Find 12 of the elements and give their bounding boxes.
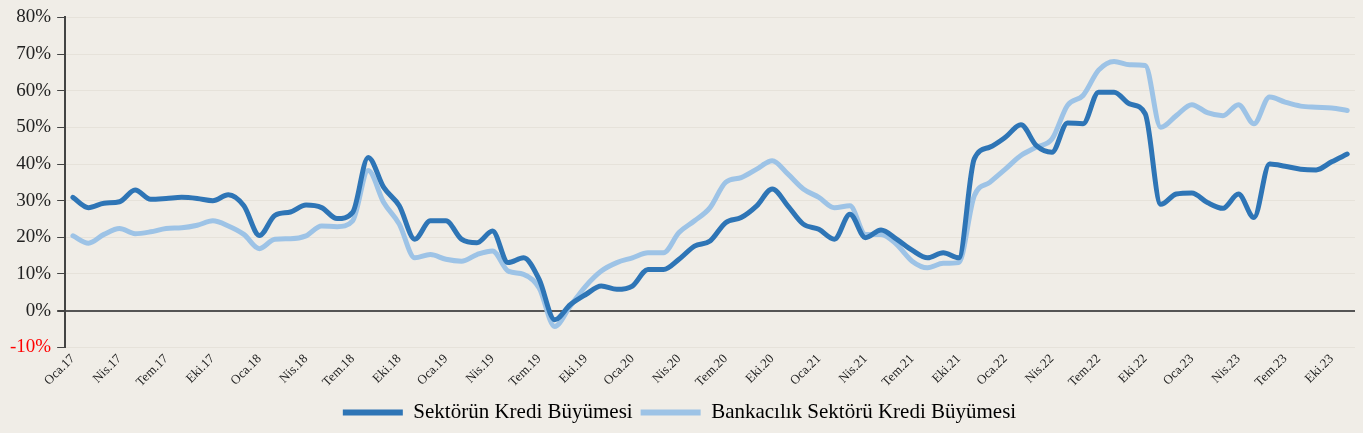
y-tick-label: 0% <box>25 298 52 320</box>
y-tick-label: 70% <box>16 42 52 64</box>
y-tick-label: 50% <box>16 115 52 137</box>
y-tick-label: 60% <box>16 78 52 100</box>
y-tick-label: 30% <box>16 188 52 210</box>
y-tick-label: 10% <box>16 261 52 283</box>
y-tick-label: 40% <box>16 152 52 173</box>
y-tick-label: 80% <box>16 5 52 27</box>
y-tick-label: -10% <box>10 335 52 357</box>
legend-label: Bankacılık Sektörü Kredi Büyümesi <box>711 399 1017 424</box>
legend-label: Sektörün Kredi Büyümesi <box>413 399 633 424</box>
y-tick-label: 20% <box>16 225 52 247</box>
